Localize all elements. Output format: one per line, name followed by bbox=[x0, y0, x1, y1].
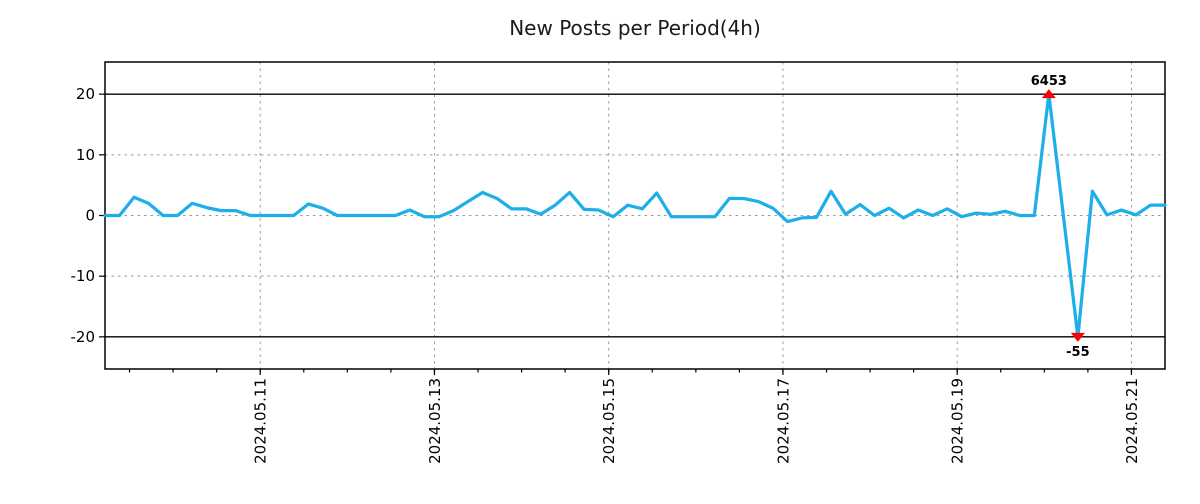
x-tick-label: 2024.05.21 bbox=[1123, 378, 1141, 464]
y-tick-label: -10 bbox=[71, 267, 96, 285]
peak-annotation: 6453 bbox=[1031, 74, 1067, 89]
y-tick-label: -20 bbox=[71, 328, 96, 346]
trough-annotation: -55 bbox=[1066, 345, 1090, 360]
x-tick-label: 2024.05.15 bbox=[600, 378, 618, 464]
chart-title: New Posts per Period(4h) bbox=[509, 16, 761, 40]
trough-marker bbox=[1070, 332, 1085, 342]
y-tick-label: 10 bbox=[76, 146, 95, 164]
peak-marker bbox=[1041, 89, 1056, 99]
x-tick-label: 2024.05.17 bbox=[774, 378, 792, 464]
y-tick-label: 20 bbox=[76, 85, 95, 103]
x-tick-label: 2024.05.11 bbox=[252, 378, 270, 464]
y-tick-label: 0 bbox=[85, 207, 95, 225]
x-tick-label: 2024.05.13 bbox=[426, 378, 444, 464]
x-tick-label: 2024.05.19 bbox=[949, 378, 967, 464]
series-line bbox=[103, 92, 1167, 339]
